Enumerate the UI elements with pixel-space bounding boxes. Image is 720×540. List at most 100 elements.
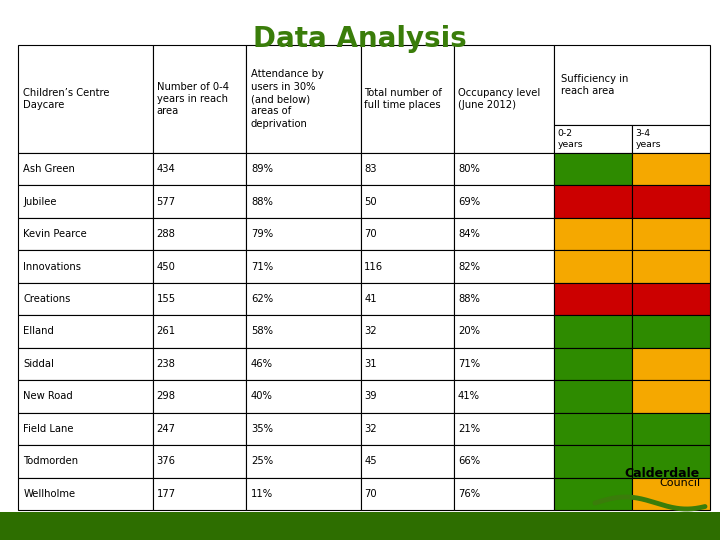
Bar (554, 125, 632, 153)
Bar (246, 315, 361, 348)
Bar (554, 315, 632, 348)
Bar (454, 348, 554, 380)
Text: Elland: Elland (23, 327, 54, 336)
Bar (153, 218, 246, 251)
Text: Ash Green: Ash Green (23, 164, 76, 174)
Text: 35%: 35% (251, 424, 273, 434)
Text: Siddal: Siddal (23, 359, 54, 369)
Bar (18, 45, 153, 153)
Bar (246, 348, 361, 380)
Bar (361, 477, 454, 510)
Bar (554, 413, 632, 445)
Bar (632, 125, 710, 153)
Text: 71%: 71% (458, 359, 480, 369)
Bar (361, 380, 454, 413)
Bar (246, 445, 361, 477)
Bar (454, 45, 554, 153)
Bar (18, 445, 153, 477)
Text: 71%: 71% (251, 261, 273, 272)
Bar (632, 153, 710, 185)
Text: 84%: 84% (458, 229, 480, 239)
Bar (18, 218, 153, 251)
Text: 70: 70 (364, 229, 377, 239)
Bar (18, 348, 153, 380)
Bar (361, 283, 454, 315)
Bar (153, 380, 246, 413)
Bar (18, 477, 153, 510)
Bar (153, 477, 246, 510)
Text: 155: 155 (157, 294, 176, 304)
Bar (632, 348, 710, 380)
Bar (454, 185, 554, 218)
Bar (361, 185, 454, 218)
Bar (246, 251, 361, 283)
Bar (153, 283, 246, 315)
Bar (246, 380, 361, 413)
Text: Wellholme: Wellholme (23, 489, 76, 499)
Text: 62%: 62% (251, 294, 273, 304)
Text: Council: Council (659, 478, 700, 488)
Bar (454, 153, 554, 185)
Bar (246, 45, 361, 153)
Text: Data Analysis: Data Analysis (253, 25, 467, 53)
Text: 288: 288 (157, 229, 176, 239)
Bar (454, 380, 554, 413)
Bar (153, 153, 246, 185)
Text: Jubilee: Jubilee (23, 197, 57, 207)
Bar (632, 477, 710, 510)
Bar (0, 512, 720, 540)
Bar (361, 348, 454, 380)
Text: 40%: 40% (251, 392, 273, 401)
Bar (454, 315, 554, 348)
Bar (153, 45, 246, 153)
Bar (454, 251, 554, 283)
Text: Field Lane: Field Lane (23, 424, 74, 434)
Bar (454, 283, 554, 315)
Text: 69%: 69% (458, 197, 480, 207)
Bar (153, 348, 246, 380)
Bar (18, 251, 153, 283)
Bar (454, 413, 554, 445)
Bar (361, 45, 454, 153)
Text: 298: 298 (157, 392, 176, 401)
Bar (632, 283, 710, 315)
Bar (632, 380, 710, 413)
Bar (554, 348, 632, 380)
Bar (246, 283, 361, 315)
Bar (361, 153, 454, 185)
Bar (632, 251, 710, 283)
Bar (361, 315, 454, 348)
Text: 39: 39 (364, 392, 377, 401)
Text: Occupancy level
(June 2012): Occupancy level (June 2012) (458, 88, 540, 110)
Bar (153, 315, 246, 348)
Bar (554, 380, 632, 413)
Bar (554, 445, 632, 477)
Bar (554, 45, 710, 125)
Bar (18, 283, 153, 315)
Text: Kevin Pearce: Kevin Pearce (23, 229, 87, 239)
Bar (246, 153, 361, 185)
Bar (153, 413, 246, 445)
Bar (632, 315, 710, 348)
Text: 32: 32 (364, 424, 377, 434)
Text: 577: 577 (157, 197, 176, 207)
Text: Attendance by
users in 30%
(and below)
areas of
deprivation: Attendance by users in 30% (and below) a… (251, 69, 324, 129)
Text: New Road: New Road (23, 392, 73, 401)
Bar (246, 477, 361, 510)
Bar (18, 380, 153, 413)
Bar (18, 185, 153, 218)
Bar (246, 413, 361, 445)
Text: 89%: 89% (251, 164, 273, 174)
Bar (361, 218, 454, 251)
Text: Number of 0-4
years in reach
area: Number of 0-4 years in reach area (157, 82, 229, 117)
Text: 70: 70 (364, 489, 377, 499)
Text: 238: 238 (157, 359, 176, 369)
Bar (246, 185, 361, 218)
Text: 450: 450 (157, 261, 176, 272)
Text: 21%: 21% (458, 424, 480, 434)
Text: 82%: 82% (458, 261, 480, 272)
Bar (153, 251, 246, 283)
Text: 88%: 88% (251, 197, 273, 207)
Text: 434: 434 (157, 164, 176, 174)
Bar (18, 413, 153, 445)
